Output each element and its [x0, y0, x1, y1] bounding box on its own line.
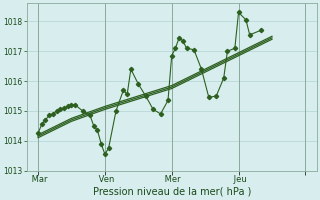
X-axis label: Pression niveau de la mer( hPa ): Pression niveau de la mer( hPa ) — [92, 187, 251, 197]
